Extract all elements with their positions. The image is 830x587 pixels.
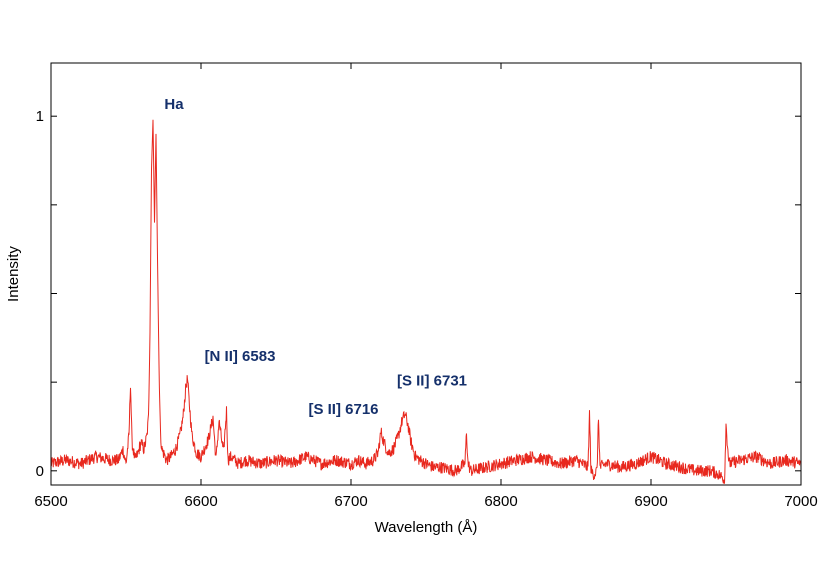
x-tick-label: 6900 xyxy=(634,493,667,510)
series-layer xyxy=(50,119,802,484)
x-tick-label: 6600 xyxy=(184,493,217,510)
x-tick-label: 6800 xyxy=(484,493,517,510)
x-tick-label: 6500 xyxy=(34,493,67,510)
plot-frame xyxy=(50,62,802,486)
annotation-label: [S II] 6731 xyxy=(397,373,467,390)
y-tick-label: 0 xyxy=(36,463,44,480)
annotation-label: Ha xyxy=(164,96,184,113)
x-tick-label: 7000 xyxy=(784,493,817,510)
annotation-label: [S II] 6716 xyxy=(308,401,378,418)
y-axis-label: Intensity xyxy=(5,246,22,302)
x-axis-label: Wavelength (Å) xyxy=(375,519,478,536)
x-tick-label: 6700 xyxy=(334,493,367,510)
tick-labels: 6500 6600 6700 6800 6900 7000 0 1 xyxy=(34,108,817,510)
y-tick-label: 1 xyxy=(36,108,44,125)
annotations: Ha [N II] 6583 [S II] 6716 [S II] 6731 xyxy=(164,96,467,418)
annotation-label: [N II] 6583 xyxy=(205,348,276,365)
axis-ticks xyxy=(50,63,802,485)
spectrum-line xyxy=(50,119,802,484)
